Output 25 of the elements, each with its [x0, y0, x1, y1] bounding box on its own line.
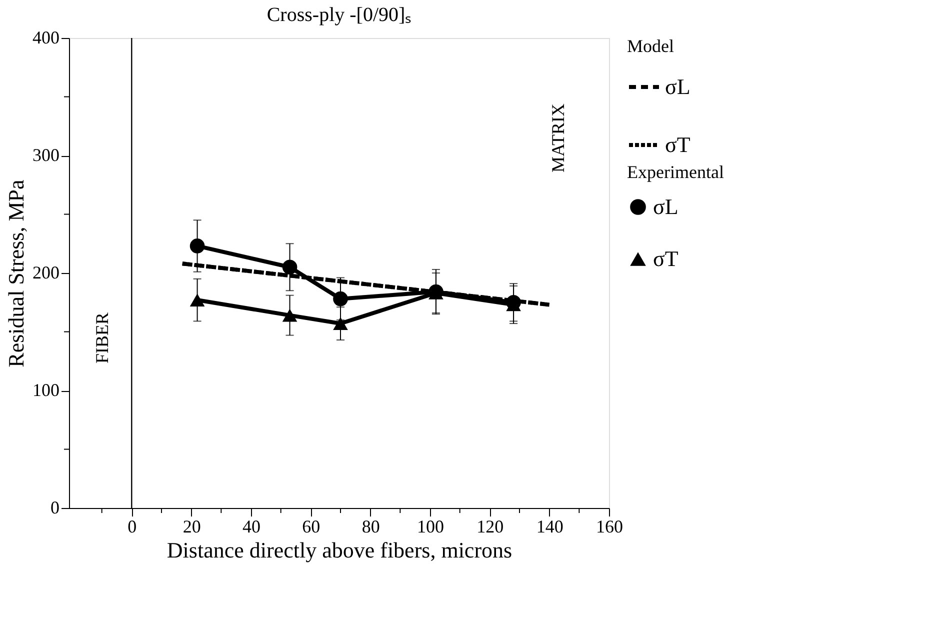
x-tick-label: 160	[596, 516, 623, 536]
x-axis-title: Distance directly above fibers, microns	[166, 538, 512, 562]
y-tick-label: 300	[32, 145, 60, 165]
x-tick-label: 100	[416, 516, 444, 536]
x-tick-label: 60	[302, 516, 320, 536]
x-tick-label: 20	[182, 516, 201, 536]
annotation: MATRIX	[548, 103, 568, 173]
y-tick-label: 0	[50, 498, 60, 518]
legend-label: σL	[653, 194, 678, 219]
x-tick-label: 120	[476, 516, 504, 536]
x-tick-label: 40	[242, 516, 260, 536]
text: Model	[627, 36, 674, 56]
x-tick-label: 0	[128, 516, 137, 536]
text: Experimental	[627, 162, 724, 182]
annotation: FIBER	[92, 312, 112, 364]
chart-title: Cross-ply -[0/90]ₛ	[266, 4, 412, 26]
y-tick-label: 200	[32, 262, 60, 282]
legend-label: σT	[665, 132, 691, 157]
y-tick-label: 100	[32, 380, 60, 400]
y-tick-label: 400	[32, 28, 60, 48]
x-tick-label: 140	[536, 516, 564, 536]
x-tick-label: 80	[362, 516, 380, 536]
legend-label: σT	[653, 246, 679, 271]
y-axis-title: Residual Stress, MPa	[4, 179, 28, 368]
legend-label: σL	[665, 74, 690, 99]
